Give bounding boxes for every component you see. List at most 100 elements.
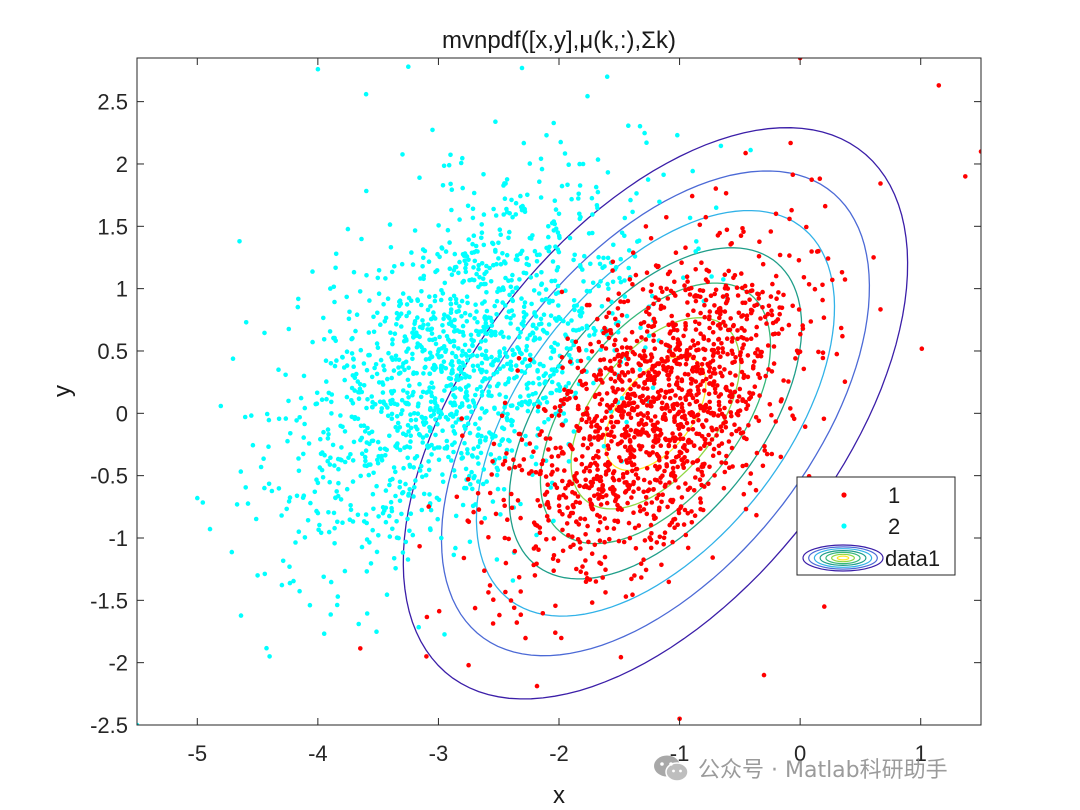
scatter-point-series-2 bbox=[465, 358, 470, 363]
scatter-point-series-1 bbox=[666, 442, 672, 448]
scatter-point-series-2 bbox=[503, 303, 508, 308]
scatter-point-series-2 bbox=[489, 333, 494, 338]
scatter-point-series-2 bbox=[497, 366, 503, 372]
scatter-point-series-2 bbox=[364, 367, 370, 373]
scatter-point-series-2 bbox=[472, 258, 478, 264]
scatter-point-series-1 bbox=[627, 277, 633, 282]
scatter-point-series-1 bbox=[722, 272, 728, 278]
x-tick-label: 0 bbox=[794, 741, 806, 766]
scatter-point-series-1 bbox=[589, 551, 595, 556]
scatter-point-series-2 bbox=[408, 439, 413, 444]
scatter-point-series-1 bbox=[627, 535, 633, 541]
scatter-point-series-2 bbox=[406, 491, 412, 497]
scatter-point-series-1 bbox=[562, 387, 567, 393]
scatter-point-series-2 bbox=[335, 594, 341, 599]
scatter-point-series-1 bbox=[625, 448, 631, 453]
scatter-point-series-1 bbox=[675, 375, 680, 381]
scatter-point-series-1 bbox=[821, 315, 827, 321]
scatter-point-series-1 bbox=[724, 227, 730, 233]
scatter-point-series-2 bbox=[264, 411, 270, 417]
scatter-point-series-1 bbox=[502, 503, 508, 509]
scatter-point-series-2 bbox=[249, 413, 254, 418]
legend-contour-ring bbox=[808, 546, 878, 570]
scatter-point-series-1 bbox=[641, 489, 646, 495]
scatter-point-series-1 bbox=[725, 286, 731, 291]
scatter-point-series-2 bbox=[605, 281, 610, 287]
scatter-point-series-2 bbox=[328, 579, 334, 585]
scatter-point-series-2 bbox=[549, 390, 555, 396]
scatter-point-series-2 bbox=[598, 279, 603, 284]
scatter-point-series-2 bbox=[342, 459, 348, 465]
scatter-point-series-1 bbox=[654, 478, 660, 483]
scatter-point-series-1 bbox=[755, 291, 760, 297]
scatter-point-series-1 bbox=[648, 289, 654, 294]
scatter-point-series-2 bbox=[453, 420, 459, 425]
scatter-point-series-1 bbox=[512, 548, 518, 554]
scatter-point-series-1 bbox=[741, 435, 747, 441]
scatter-point-series-1 bbox=[619, 313, 625, 318]
scatter-point-series-2 bbox=[523, 433, 528, 439]
scatter-point-series-1 bbox=[697, 403, 703, 409]
scatter-point-series-1 bbox=[664, 462, 669, 467]
scatter-point-series-1 bbox=[666, 322, 671, 328]
scatter-point-series-1 bbox=[839, 270, 845, 275]
scatter-point-series-1 bbox=[698, 500, 704, 505]
scatter-point-series-1 bbox=[679, 260, 684, 266]
scatter-point-series-1 bbox=[570, 489, 575, 495]
scatter-point-series-2 bbox=[605, 170, 611, 175]
scatter-point-series-1 bbox=[757, 239, 762, 244]
scatter-point-series-2 bbox=[465, 415, 470, 421]
scatter-point-series-2 bbox=[318, 436, 323, 442]
scatter-point-series-2 bbox=[503, 350, 508, 356]
scatter-point-series-1 bbox=[676, 507, 681, 513]
scatter-point-series-2 bbox=[434, 268, 440, 273]
scatter-point-series-1 bbox=[762, 444, 767, 449]
scatter-point-series-2 bbox=[432, 396, 438, 401]
scatter-point-series-2 bbox=[498, 232, 504, 237]
scatter-point-series-2 bbox=[630, 209, 635, 215]
scatter-point-series-2 bbox=[390, 341, 395, 347]
scatter-point-series-1 bbox=[729, 432, 734, 437]
scatter-point-series-2 bbox=[460, 185, 466, 191]
scatter-point-series-2 bbox=[465, 421, 471, 427]
scatter-point-series-2 bbox=[548, 373, 553, 379]
scatter-point-series-1 bbox=[515, 498, 521, 503]
scatter-point-series-1 bbox=[665, 271, 671, 277]
scatter-point-series-2 bbox=[381, 302, 386, 307]
scatter-point-series-2 bbox=[310, 339, 315, 345]
scatter-point-series-2 bbox=[218, 403, 224, 409]
scatter-point-series-2 bbox=[421, 371, 426, 376]
scatter-point-series-1 bbox=[649, 531, 654, 536]
scatter-point-series-1 bbox=[703, 437, 708, 442]
scatter-point-series-1 bbox=[565, 336, 570, 342]
scatter-point-series-1 bbox=[776, 331, 781, 337]
scatter-point-series-2 bbox=[362, 454, 368, 460]
scatter-point-series-1 bbox=[769, 308, 774, 314]
scatter-point-series-2 bbox=[549, 379, 555, 385]
scatter-point-series-2 bbox=[467, 374, 472, 380]
scatter-point-series-2 bbox=[266, 481, 272, 487]
scatter-point-series-2 bbox=[230, 356, 236, 362]
scatter-point-series-2 bbox=[564, 346, 570, 351]
scatter-point-series-2 bbox=[326, 529, 332, 535]
scatter-point-series-2 bbox=[508, 359, 514, 365]
scatter-point-series-2 bbox=[428, 507, 434, 513]
scatter-point-series-1 bbox=[569, 481, 575, 487]
scatter-point-series-2 bbox=[385, 413, 391, 419]
scatter-point-series-2 bbox=[442, 632, 447, 637]
scatter-point-series-2 bbox=[307, 602, 313, 608]
scatter-point-series-1 bbox=[546, 518, 551, 523]
scatter-point-series-2 bbox=[553, 207, 559, 212]
scatter-point-series-2 bbox=[412, 485, 417, 490]
scatter-point-series-1 bbox=[658, 431, 664, 437]
scatter-point-series-2 bbox=[436, 497, 442, 503]
scatter-point-series-1 bbox=[766, 367, 771, 372]
scatter-point-series-2 bbox=[522, 357, 528, 362]
scatter-point-series-1 bbox=[539, 461, 545, 467]
scatter-point-series-2 bbox=[514, 374, 519, 380]
scatter-point-series-1 bbox=[603, 590, 608, 595]
scatter-point-series-1 bbox=[878, 307, 883, 312]
scatter-point-series-1 bbox=[697, 288, 703, 293]
scatter-point-series-2 bbox=[378, 446, 383, 452]
scatter-point-series-2 bbox=[601, 444, 607, 449]
